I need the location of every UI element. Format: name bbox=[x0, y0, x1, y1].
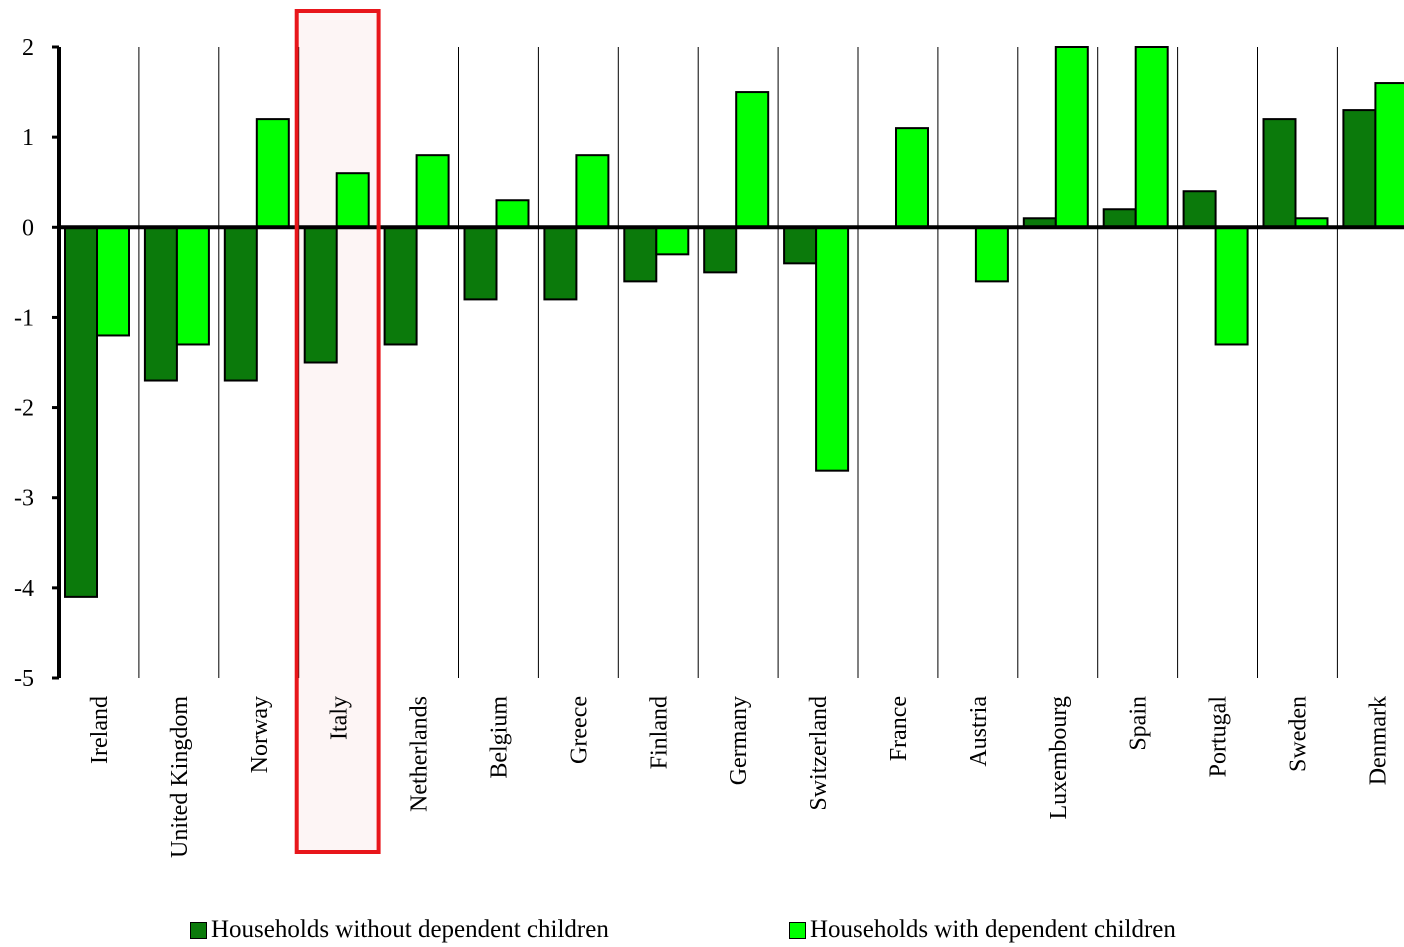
category-label: Greece bbox=[566, 696, 592, 764]
legend-swatch-dark-green bbox=[190, 921, 207, 939]
y-tick-label: -5 bbox=[14, 666, 34, 692]
bar bbox=[1342, 109, 1377, 229]
bar bbox=[543, 226, 578, 301]
category-label: Finland bbox=[646, 696, 672, 769]
bar bbox=[895, 127, 929, 229]
legend-label: Households without dependent children bbox=[211, 916, 609, 943]
legend-label: Households with dependent children bbox=[810, 916, 1176, 943]
bar bbox=[1262, 118, 1297, 229]
legend-item-without-children: Households without dependent children bbox=[190, 916, 609, 944]
bar bbox=[783, 226, 818, 265]
bars bbox=[64, 46, 1404, 598]
category-label: Spain bbox=[1126, 696, 1152, 751]
bar bbox=[96, 226, 130, 337]
category-label: Belgium bbox=[486, 696, 512, 779]
bar bbox=[495, 199, 530, 229]
y-tick-label: 2 bbox=[22, 35, 34, 61]
bar bbox=[655, 226, 690, 256]
bar bbox=[703, 226, 738, 274]
category-label: United Kingdom bbox=[167, 696, 193, 858]
category-label: Denmark bbox=[1365, 696, 1391, 785]
y-tick-label: 1 bbox=[22, 125, 34, 151]
category-label: Netherlands bbox=[407, 696, 433, 812]
category-label: Sweden bbox=[1285, 696, 1311, 772]
bar bbox=[1102, 208, 1137, 229]
bar bbox=[175, 226, 210, 346]
bar bbox=[1054, 46, 1089, 229]
bar bbox=[974, 226, 1009, 283]
bar bbox=[815, 226, 850, 472]
highlight-layer bbox=[296, 11, 379, 852]
legend: Households without dependent children Ho… bbox=[0, 916, 1404, 946]
category-label: Italy bbox=[327, 696, 353, 740]
bar bbox=[735, 91, 770, 229]
bar bbox=[143, 226, 178, 382]
bar bbox=[255, 118, 290, 229]
bar bbox=[335, 172, 370, 229]
legend-item-with-children: Households with dependent children bbox=[789, 916, 1176, 944]
y-tick-label: -4 bbox=[14, 576, 34, 602]
y-axis: 2 1 0 -1 -2 -3 -4 -5 bbox=[14, 35, 1404, 692]
bar bbox=[1134, 46, 1169, 229]
bar bbox=[1182, 190, 1217, 229]
bar bbox=[383, 226, 418, 346]
category-label: Portugal bbox=[1206, 696, 1232, 778]
category-label: Norway bbox=[247, 696, 273, 773]
bar bbox=[415, 154, 450, 229]
category-label: Switzerland bbox=[806, 696, 832, 811]
bar bbox=[1214, 226, 1249, 346]
category-label: Ireland bbox=[87, 696, 113, 764]
legend-swatch-bright-green bbox=[789, 921, 806, 939]
bar bbox=[623, 226, 658, 283]
category-label: Luxembourg bbox=[1046, 696, 1072, 820]
y-tick-label: 0 bbox=[22, 215, 34, 241]
highlight-frame bbox=[294, 9, 381, 854]
y-tick-label: -3 bbox=[14, 486, 34, 512]
bar bbox=[64, 226, 98, 598]
bar bbox=[575, 154, 610, 229]
category-label: France bbox=[886, 696, 912, 761]
y-tick-label: -1 bbox=[14, 305, 34, 331]
y-tick-label: -2 bbox=[14, 396, 34, 422]
bar bbox=[1374, 82, 1404, 229]
category-label: Germany bbox=[726, 696, 752, 785]
bar bbox=[223, 226, 258, 382]
bar bbox=[463, 226, 498, 301]
highlight-frame-layer bbox=[294, 9, 381, 854]
bar bbox=[303, 226, 338, 364]
category-labels: Ireland United Kingdom Norway Italy Netherla… bbox=[87, 696, 1391, 858]
category-label: Austria bbox=[966, 696, 992, 767]
highlight-background bbox=[296, 11, 379, 852]
